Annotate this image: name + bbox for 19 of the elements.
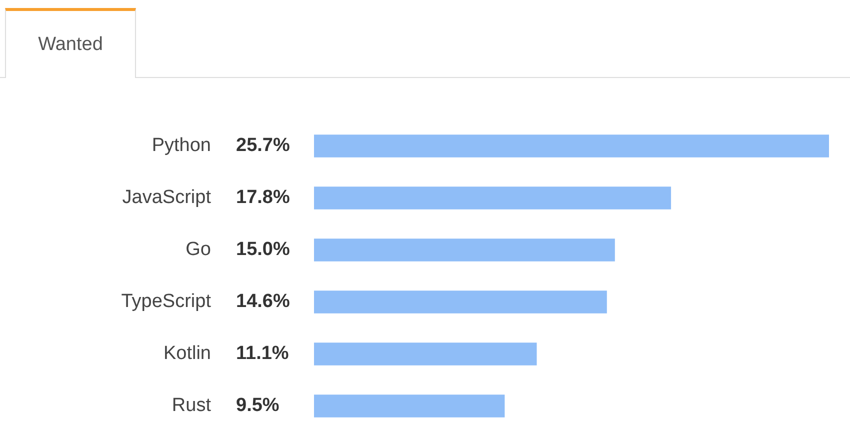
data-label: 17.8% bbox=[236, 187, 290, 208]
bar bbox=[314, 238, 615, 262]
bar bbox=[314, 394, 505, 418]
y-tick-label: Kotlin bbox=[163, 343, 211, 364]
data-label: 25.7% bbox=[236, 135, 290, 156]
bar bbox=[314, 186, 672, 210]
tab: Wanted bbox=[5, 8, 136, 78]
bar bbox=[314, 290, 607, 314]
y-tick-label: TypeScript bbox=[121, 291, 212, 312]
y-tick-label: JavaScript bbox=[122, 187, 212, 208]
bar bbox=[314, 342, 537, 366]
bar bbox=[314, 134, 829, 158]
y-tick-label: Rust bbox=[172, 395, 212, 416]
y-tick-label: Python bbox=[152, 135, 211, 156]
data-label: 14.6% bbox=[236, 291, 290, 312]
y-tick-label: Go bbox=[186, 239, 211, 260]
data-label: 9.5% bbox=[236, 395, 280, 416]
data-label: 15.0% bbox=[236, 239, 290, 260]
data-label: 11.1% bbox=[236, 343, 289, 364]
